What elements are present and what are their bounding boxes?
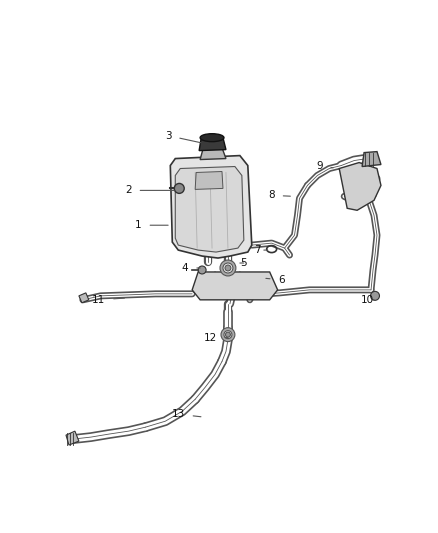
Polygon shape xyxy=(199,138,226,151)
Text: 6: 6 xyxy=(266,275,285,285)
Circle shape xyxy=(224,330,232,338)
Polygon shape xyxy=(66,431,79,445)
Polygon shape xyxy=(79,293,89,303)
Polygon shape xyxy=(195,172,223,189)
Polygon shape xyxy=(192,272,278,300)
Text: 11: 11 xyxy=(92,295,124,305)
Ellipse shape xyxy=(200,134,224,142)
Text: 5: 5 xyxy=(240,258,247,268)
Circle shape xyxy=(220,260,236,276)
Text: 9: 9 xyxy=(316,160,333,171)
Circle shape xyxy=(223,263,233,273)
Circle shape xyxy=(226,332,230,337)
Circle shape xyxy=(221,328,235,342)
Text: 4: 4 xyxy=(182,263,200,273)
Circle shape xyxy=(371,292,379,300)
Text: 3: 3 xyxy=(165,131,201,143)
Polygon shape xyxy=(175,166,244,252)
Text: 7: 7 xyxy=(254,245,268,255)
Text: 13: 13 xyxy=(172,409,201,419)
Polygon shape xyxy=(339,163,381,211)
Polygon shape xyxy=(362,151,381,166)
Text: 8: 8 xyxy=(268,190,290,200)
Polygon shape xyxy=(170,156,252,258)
Text: 12: 12 xyxy=(203,333,228,343)
Text: 10: 10 xyxy=(360,295,374,305)
Circle shape xyxy=(174,183,184,193)
Polygon shape xyxy=(200,148,226,159)
Circle shape xyxy=(198,266,206,274)
Circle shape xyxy=(225,265,231,271)
Text: 1: 1 xyxy=(135,220,168,230)
Text: 2: 2 xyxy=(125,185,174,196)
